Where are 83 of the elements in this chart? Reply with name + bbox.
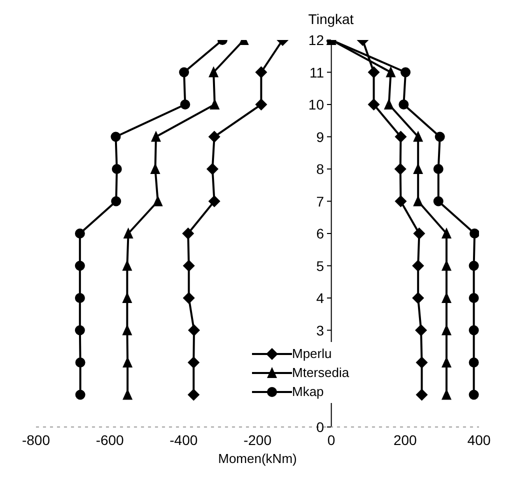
point (74, 228, 85, 238)
point (394, 163, 406, 175)
point (75, 390, 86, 400)
point (208, 130, 220, 143)
y-tick-label: 10 (308, 96, 324, 112)
point (468, 260, 479, 271)
point (188, 388, 200, 401)
legend-label: Mtersedia (292, 365, 350, 380)
point (110, 132, 121, 142)
point (442, 228, 452, 238)
point (188, 356, 200, 368)
point (150, 163, 160, 174)
y-tick-label: 3 (316, 322, 324, 338)
point (368, 98, 380, 110)
point (384, 98, 394, 110)
point (182, 228, 194, 240)
y-tick-label: 12 (308, 32, 324, 48)
point (255, 66, 268, 78)
y-tick-label: 0 (316, 419, 324, 435)
y-tick-label: 6 (316, 226, 324, 242)
point (182, 292, 195, 304)
point (74, 325, 85, 336)
point (150, 130, 161, 142)
x-tick-label: 0 (327, 432, 336, 448)
y-axis-title: Tingkat (308, 11, 354, 27)
legend-label: Mperlu (292, 346, 332, 361)
x-tick-label: 200 (393, 432, 418, 448)
point (122, 324, 132, 336)
point (468, 390, 479, 400)
point (433, 196, 444, 206)
point (413, 195, 424, 206)
point (255, 98, 268, 110)
point (210, 98, 220, 110)
point (400, 67, 411, 78)
point (122, 292, 132, 303)
point (179, 67, 190, 78)
y-tick-label: 5 (316, 258, 324, 274)
point (394, 130, 407, 143)
point (468, 293, 479, 303)
point (123, 228, 134, 238)
point (413, 163, 424, 174)
y-tick-label: 9 (316, 128, 324, 145)
x-tick-label: -600 (96, 432, 124, 448)
point (152, 195, 163, 206)
point (74, 293, 85, 303)
point (413, 130, 424, 142)
point (468, 325, 479, 336)
y-tick-label: 4 (316, 290, 324, 306)
y-tick-label: 8 (316, 161, 324, 177)
point (368, 66, 380, 78)
point (386, 66, 396, 78)
point (415, 324, 428, 336)
point (122, 260, 132, 271)
x-tick-label: -400 (170, 432, 198, 448)
y-tick-label: 7 (316, 193, 324, 210)
point (416, 388, 428, 401)
point (416, 356, 428, 368)
x-tick-label: -200 (243, 432, 272, 448)
x-tick-label: -800 (22, 432, 50, 448)
x-axis-title: Momen(kNm) (218, 451, 297, 466)
legend-label: Mkap (292, 384, 324, 399)
point (188, 324, 200, 336)
point (122, 388, 133, 400)
point (394, 195, 407, 208)
y-tick-label: 11 (309, 64, 324, 80)
point (182, 260, 195, 272)
point (413, 228, 426, 240)
point (468, 358, 479, 368)
point (111, 196, 122, 206)
point (112, 164, 122, 174)
point (208, 195, 220, 208)
point (412, 292, 424, 304)
point (433, 164, 444, 174)
point (398, 100, 409, 110)
x-tick-label: 400 (467, 432, 491, 448)
point (180, 100, 190, 110)
point (74, 260, 85, 271)
point (434, 132, 445, 142)
point (470, 228, 479, 238)
point (412, 260, 424, 272)
point (75, 358, 86, 368)
point (206, 163, 218, 175)
point (208, 66, 219, 78)
